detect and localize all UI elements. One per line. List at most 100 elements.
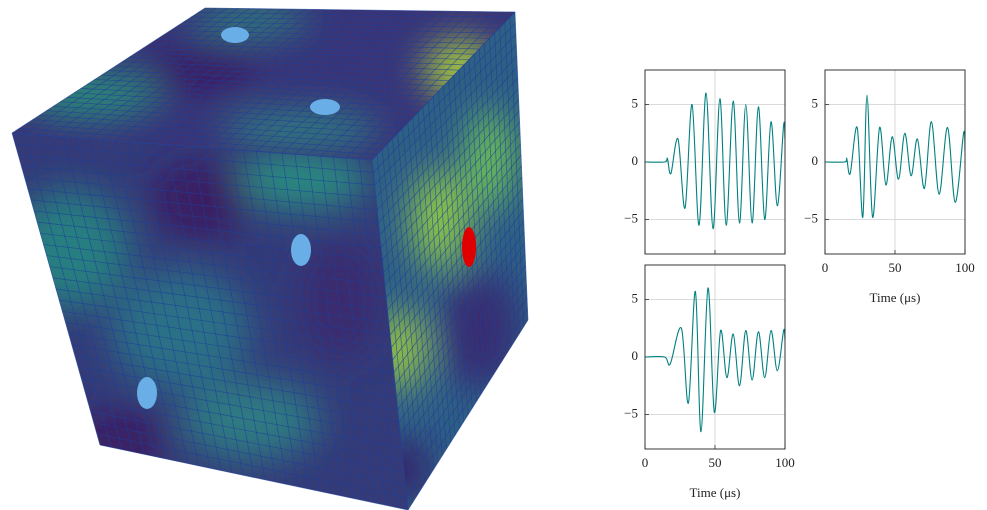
mesh-line bbox=[333, 11, 483, 158]
mesh-line bbox=[59, 299, 392, 348]
mesh-line bbox=[392, 187, 523, 361]
x-axis-label: Time (μs) bbox=[870, 290, 921, 305]
mesh-line bbox=[478, 48, 499, 368]
mesh-line bbox=[307, 155, 354, 499]
mesh-line bbox=[68, 333, 396, 386]
y-tick-label: −5 bbox=[624, 210, 638, 225]
mesh-line bbox=[268, 152, 321, 492]
mesh-line bbox=[204, 9, 372, 148]
plot-frame bbox=[824, 69, 966, 255]
x-tick-label: 0 bbox=[822, 260, 829, 275]
y-tick-label: −5 bbox=[804, 210, 818, 225]
x-tick-label: 100 bbox=[955, 260, 975, 275]
mesh-line bbox=[243, 10, 405, 151]
mesh-line bbox=[191, 16, 505, 23]
y-tick-label: 5 bbox=[632, 95, 639, 110]
x-tick-label: 100 bbox=[775, 455, 795, 470]
mesh-line bbox=[96, 433, 407, 498]
sensor bbox=[221, 27, 249, 43]
x-tick-label: 50 bbox=[889, 260, 902, 275]
mesh-line bbox=[77, 366, 400, 423]
mesh-line bbox=[294, 154, 343, 497]
mesh-line bbox=[198, 12, 510, 18]
mesh-line bbox=[473, 54, 495, 375]
mesh-line bbox=[468, 59, 490, 382]
mesh-line bbox=[87, 400, 403, 461]
x-tick-label: 50 bbox=[709, 455, 722, 470]
mesh-line bbox=[163, 34, 485, 45]
mesh-line bbox=[393, 198, 524, 373]
mesh-line bbox=[320, 156, 365, 501]
y-tick-label: −5 bbox=[624, 405, 638, 420]
mesh-line bbox=[129, 56, 459, 71]
mesh-line bbox=[484, 43, 503, 361]
mesh-line bbox=[177, 25, 495, 34]
mesh-line bbox=[307, 11, 460, 156]
mesh-line bbox=[281, 153, 332, 494]
mesh-line bbox=[156, 38, 480, 50]
sensor bbox=[310, 99, 340, 115]
mesh-line bbox=[394, 209, 524, 386]
cube bbox=[11, 7, 529, 510]
plot-frame bbox=[644, 264, 786, 450]
mesh-line bbox=[320, 11, 471, 157]
mesh-line bbox=[405, 297, 528, 486]
mesh-line bbox=[399, 253, 526, 436]
mesh-line bbox=[230, 10, 394, 150]
sensor bbox=[137, 377, 157, 409]
x-axis-label: Time (μs) bbox=[690, 485, 741, 500]
mesh-line bbox=[184, 21, 500, 29]
mesh-line bbox=[62, 310, 393, 361]
mesh-line bbox=[391, 176, 523, 348]
y-tick-label: 0 bbox=[812, 153, 819, 168]
mesh-line bbox=[93, 422, 406, 486]
waveform bbox=[645, 287, 785, 433]
mesh-line bbox=[463, 64, 486, 388]
mesh-line bbox=[230, 149, 288, 485]
mesh-line bbox=[504, 22, 520, 334]
mesh-line bbox=[191, 9, 361, 147]
mesh-line bbox=[346, 11, 494, 159]
mesh-line bbox=[217, 10, 383, 149]
mesh-line bbox=[268, 10, 427, 153]
mesh-line bbox=[142, 47, 470, 60]
mesh-line bbox=[115, 65, 449, 82]
source bbox=[462, 227, 476, 267]
mesh-line bbox=[514, 11, 529, 321]
mesh-line bbox=[71, 344, 397, 398]
mesh-line bbox=[281, 10, 438, 154]
mesh-line bbox=[294, 10, 449, 155]
line-chart: −5 0 5 bbox=[624, 69, 786, 255]
mesh-line bbox=[398, 242, 526, 423]
mesh-line bbox=[448, 80, 473, 409]
mesh-line bbox=[499, 27, 516, 341]
y-tick-label: 0 bbox=[632, 153, 639, 168]
mesh-line bbox=[255, 151, 310, 490]
y-tick-label: 5 bbox=[812, 95, 819, 110]
mesh-line bbox=[443, 85, 469, 416]
mesh-line bbox=[74, 355, 398, 411]
mesh-line bbox=[358, 158, 398, 508]
plot-frame bbox=[644, 69, 786, 255]
mesh-line bbox=[402, 275, 527, 461]
mesh-line bbox=[204, 147, 266, 480]
mesh-line bbox=[358, 11, 505, 160]
mesh-line bbox=[90, 411, 405, 473]
mesh-line bbox=[333, 157, 376, 504]
mesh-line bbox=[397, 231, 525, 411]
mesh-line bbox=[345, 158, 387, 506]
mesh-line bbox=[403, 286, 527, 473]
mesh-line bbox=[406, 308, 528, 498]
mesh-line bbox=[81, 377, 401, 436]
mesh-line bbox=[191, 146, 255, 478]
x-tick-label: 0 bbox=[642, 455, 649, 470]
mesh-line bbox=[256, 10, 416, 152]
waveform bbox=[645, 92, 785, 230]
cube-grid bbox=[11, 7, 529, 510]
sensor bbox=[291, 234, 311, 266]
mesh-line bbox=[204, 7, 516, 13]
mesh-line bbox=[65, 322, 394, 373]
